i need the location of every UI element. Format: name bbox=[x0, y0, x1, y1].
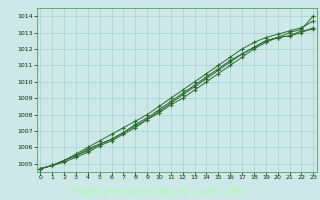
Text: Graphe pression niveau de la mer (hPa): Graphe pression niveau de la mer (hPa) bbox=[72, 186, 248, 196]
